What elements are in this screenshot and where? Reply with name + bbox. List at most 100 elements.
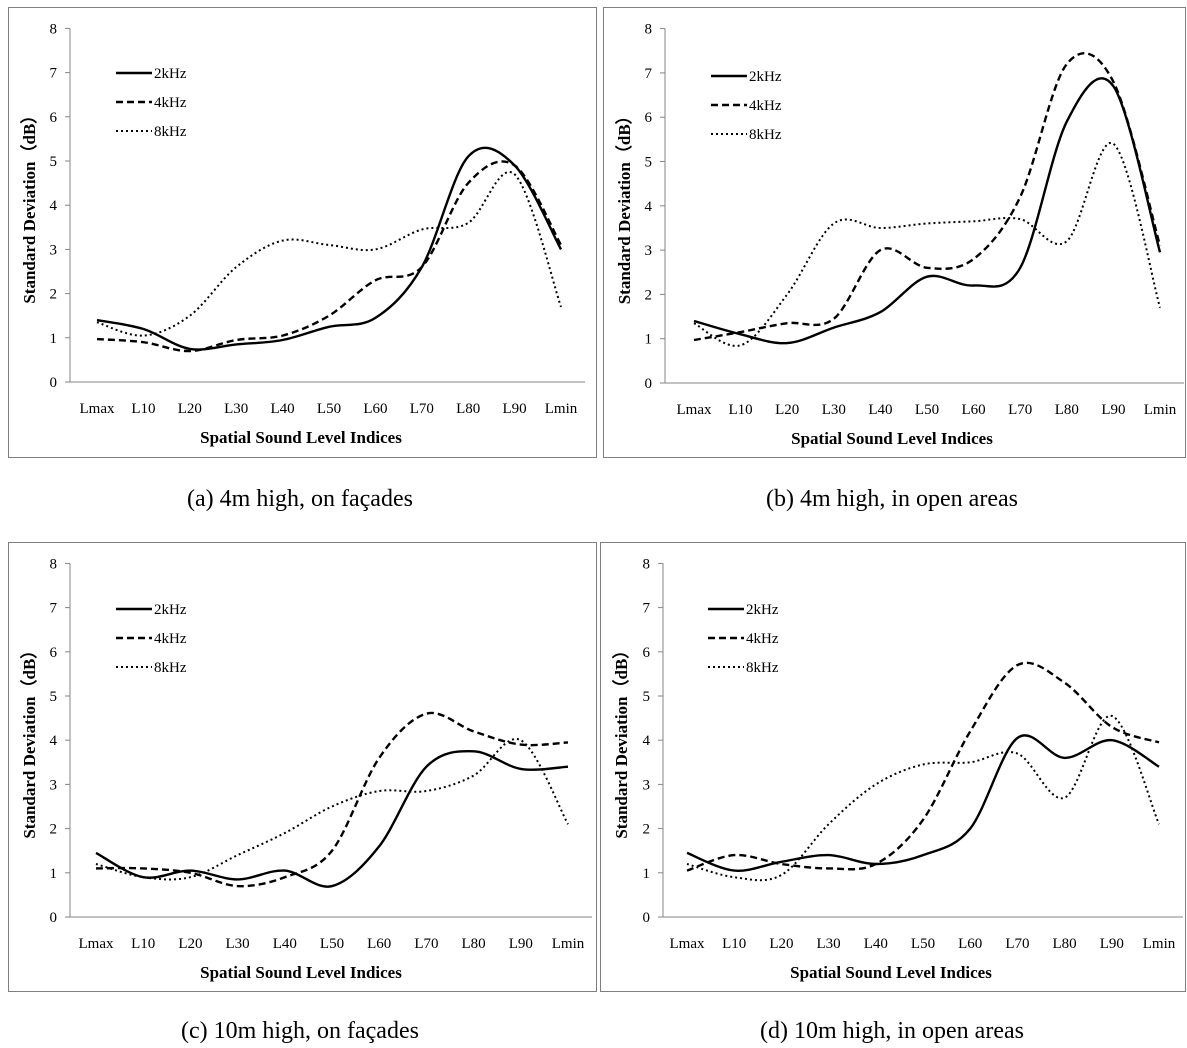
y-axis-title: Standard Deviation（dB）: [19, 642, 39, 839]
chart-panel-c: 0 1 2 3 4 5 6 7 8 Lmax L10 L20 L30 L40 L50 L60 L70 L80 L90…: [8, 542, 597, 992]
y-axis-title: Standard Deviation（dB）: [19, 107, 39, 304]
y-axis-title: Standard Deviation（dB）: [614, 107, 634, 304]
series-line-4kHz: [693, 52, 1162, 342]
y-tick-label: 2: [645, 287, 653, 303]
x-tick-label: Lmin: [1143, 936, 1176, 952]
caption-a: (a) 4m high, on façades: [187, 486, 413, 512]
x-tick-label: L90: [503, 401, 527, 417]
x-tick-label: L10: [722, 936, 746, 952]
x-tick-label: L20: [178, 401, 202, 417]
legend-label-8kHz: 8kHz: [749, 127, 782, 143]
y-tick-label: 4: [50, 198, 58, 214]
x-tick-label: L60: [962, 402, 986, 418]
y-tick-label: 3: [643, 777, 651, 793]
x-tick-label: L80: [1053, 936, 1077, 952]
y-tick-label: 1: [643, 866, 651, 882]
x-tick-label: L90: [1101, 402, 1125, 418]
y-tick-label: 4: [643, 733, 651, 749]
chart-panel-d: 0 1 2 3 4 5 6 7 8 Lmax L10 L20 L30 L40 L50 L60 L70 L80 L90…: [600, 542, 1186, 992]
y-tick-label: 5: [643, 689, 651, 705]
series-line-2kHz: [693, 77, 1162, 345]
x-tick-label: L90: [1100, 936, 1124, 952]
chart-panel-b: 0 1 2 3 4 5 6 7 8 Lmax L10 L20 L30 L40 L50 L60 L70 L80 L90…: [603, 7, 1186, 458]
series-line-2kHz: [96, 146, 563, 351]
legend-label-2kHz: 2kHz: [749, 69, 782, 85]
y-tick-label: 8: [643, 556, 651, 572]
x-tick-label: L10: [729, 402, 753, 418]
y-tick-label: 1: [50, 866, 58, 882]
x-tick-label: L30: [822, 402, 846, 418]
y-tick-label: 0: [50, 910, 58, 926]
y-tick-label: 6: [50, 110, 58, 126]
x-tick-label: L80: [462, 936, 486, 952]
legend-label-2kHz: 2kHz: [154, 66, 187, 82]
series-line-8kHz: [686, 714, 1160, 882]
y-tick-label: 7: [645, 66, 653, 82]
y-tick-label: 2: [643, 822, 651, 838]
x-tick-label: L70: [414, 936, 438, 952]
x-tick-label: L20: [769, 936, 793, 952]
x-tick-label: Lmin: [552, 936, 585, 952]
y-tick-label: 2: [50, 822, 58, 838]
chart-d-svg: 0 1 2 3 4 5 6 7 8 Lmax L10 L20 L30 L40 L50 L60 L70 L80 L90…: [611, 556, 1183, 982]
x-tick-label: L30: [224, 401, 248, 417]
x-tick-label: L30: [817, 936, 841, 952]
y-tick-label: 3: [50, 777, 58, 793]
x-tick-label: L50: [915, 402, 939, 418]
x-tick-label: L10: [131, 936, 155, 952]
x-tick-label: L80: [456, 401, 480, 417]
x-tick-label: L80: [1055, 402, 1079, 418]
series-line-4kHz: [95, 711, 569, 888]
x-tick-label: L20: [178, 936, 202, 952]
x-axis-title: Spatial Sound Level Indices: [200, 963, 402, 982]
series-line-2kHz: [686, 734, 1160, 872]
y-tick-label: 3: [50, 242, 58, 258]
y-tick-label: 7: [50, 601, 58, 617]
legend-label-4kHz: 4kHz: [154, 631, 187, 647]
x-tick-label: L50: [911, 936, 935, 952]
legend-label-4kHz: 4kHz: [746, 631, 779, 647]
caption-c: (c) 10m high, on façades: [181, 1018, 419, 1044]
chart-c-svg: 0 1 2 3 4 5 6 7 8 Lmax L10 L20 L30 L40 L50 L60 L70 L80 L90…: [19, 556, 592, 982]
y-tick-label: 4: [50, 733, 58, 749]
y-tick-label: 0: [643, 910, 651, 926]
x-axis-title: Spatial Sound Level Indices: [791, 429, 993, 448]
x-axis-title: Spatial Sound Level Indices: [200, 428, 402, 447]
y-tick-label: 8: [50, 21, 58, 37]
x-tick-label: L60: [363, 401, 387, 417]
y-tick-label: 8: [50, 556, 58, 572]
series-line-4kHz: [96, 160, 563, 353]
x-tick-label: L40: [273, 936, 297, 952]
legend-label-8kHz: 8kHz: [154, 660, 187, 676]
series-line-8kHz: [693, 142, 1161, 347]
chart-b-svg: 0 1 2 3 4 5 6 7 8 Lmax L10 L20 L30 L40 L50 L60 L70 L80 L90…: [614, 22, 1184, 448]
series-line-4kHz: [686, 661, 1160, 872]
x-tick-label: L90: [509, 936, 533, 952]
legend-label-2kHz: 2kHz: [746, 602, 779, 618]
x-tick-label: L70: [1005, 936, 1029, 952]
x-tick-label: L40: [868, 402, 892, 418]
y-tick-label: 8: [645, 22, 653, 38]
x-axis-title: Spatial Sound Level Indices: [790, 963, 992, 982]
legend-label-4kHz: 4kHz: [749, 98, 782, 114]
x-tick-label: L50: [317, 401, 341, 417]
series-line-8kHz: [96, 171, 562, 337]
x-tick-label: Lmin: [1144, 402, 1177, 418]
y-tick-label: 1: [50, 331, 58, 347]
series-line-2kHz: [95, 749, 569, 888]
x-tick-label: Lmax: [677, 402, 712, 418]
y-tick-label: 1: [645, 332, 653, 348]
caption-d: (d) 10m high, in open areas: [760, 1018, 1024, 1044]
x-tick-label: Lmin: [545, 401, 578, 417]
y-tick-label: 6: [645, 110, 653, 126]
x-tick-label: L50: [320, 936, 344, 952]
x-tick-label: L40: [864, 936, 888, 952]
chart-a-svg: 0 1 2 3 4 5 6 7 8 Lmax L10 L20 L30 L40 L50 L60 L70 L80 L90…: [19, 21, 585, 447]
x-tick-label: L30: [226, 936, 250, 952]
x-tick-label: Lmax: [79, 936, 114, 952]
y-tick-label: 7: [643, 601, 651, 617]
chart-panel-a: 0 1 2 3 4 5 6 7 8 Lmax L10 L20 L30 L40 L50 L60 L70 L80 L90…: [8, 7, 597, 458]
x-tick-label: L40: [271, 401, 295, 417]
y-tick-label: 0: [645, 376, 653, 392]
x-tick-label: Lmax: [80, 401, 115, 417]
